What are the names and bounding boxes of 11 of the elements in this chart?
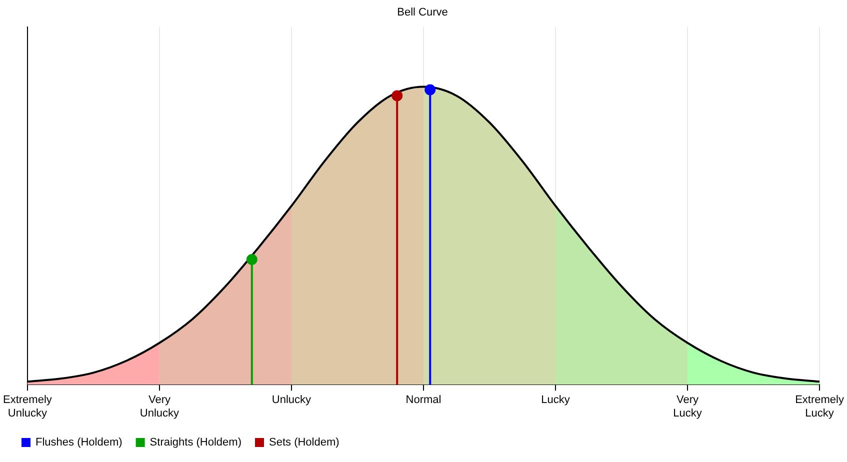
legend-label: Straights (Holdem) [150, 436, 242, 449]
x-tick-label: Unlucky [272, 394, 312, 406]
legend-label: Flushes (Holdem) [36, 436, 122, 449]
x-tick-label: Lucky [541, 394, 570, 406]
x-tick-label: Normal [406, 394, 442, 406]
x-tick-label: Extremely Unlucky [2, 394, 52, 420]
x-tick-label: Very Unlucky [140, 394, 180, 420]
x-tick-label: Very Lucky [673, 394, 702, 420]
chart-title: Bell Curve [397, 6, 448, 19]
legend-label: Sets (Holdem) [269, 436, 340, 449]
x-tick-label: Extremely Lucky [795, 394, 844, 420]
